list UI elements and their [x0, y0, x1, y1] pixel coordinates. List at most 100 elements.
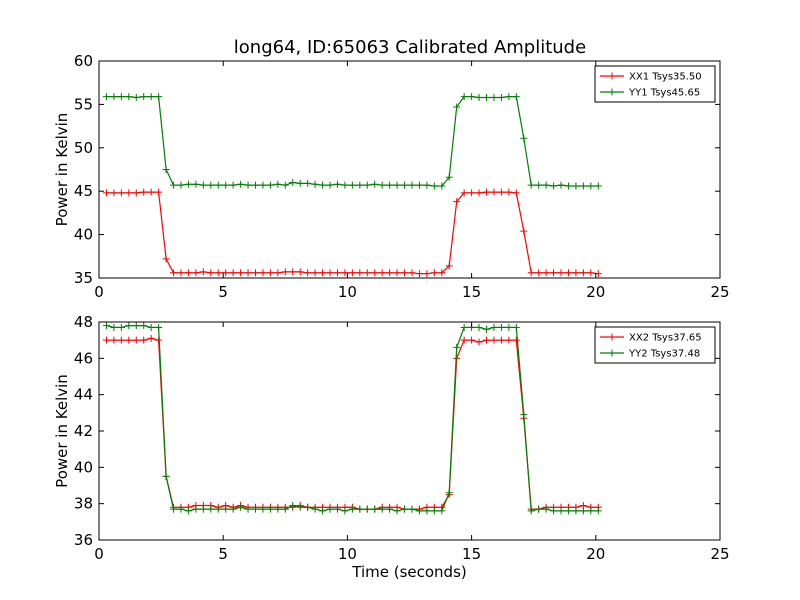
data-point: [483, 188, 491, 196]
data-point: [572, 182, 580, 190]
x-tick-label: 0: [94, 283, 104, 301]
data-point: [207, 181, 215, 189]
data-point: [140, 336, 148, 344]
data-point: [125, 93, 133, 101]
data-point: [594, 507, 602, 515]
data-point: [140, 93, 148, 101]
data-point: [289, 268, 297, 276]
data-point: [445, 489, 453, 497]
data-point: [579, 269, 587, 277]
data-point: [587, 182, 595, 190]
data-point: [445, 262, 453, 270]
data-point: [341, 181, 349, 189]
data-point: [140, 188, 148, 196]
x-tick-label: 5: [218, 283, 228, 301]
data-point: [453, 198, 461, 206]
legend-box: [594, 65, 716, 103]
data-point: [460, 336, 468, 344]
data-point: [244, 181, 252, 189]
data-point: [259, 181, 267, 189]
data-point: [386, 505, 394, 513]
data-point: [512, 93, 520, 101]
data-point: [102, 189, 110, 197]
data-point: [274, 505, 282, 513]
data-point: [296, 503, 304, 511]
data-point: [460, 93, 468, 101]
data-point: [512, 323, 520, 331]
data-point: [356, 181, 364, 189]
data-point: [386, 269, 394, 277]
data-point: [468, 336, 476, 344]
data-point: [214, 505, 222, 513]
data-point: [192, 505, 200, 513]
y-tick-label: 44: [74, 386, 93, 404]
data-point: [177, 505, 185, 513]
data-point: [170, 505, 178, 513]
legend: XX2 Tsys37.65 YY2 Tsys37.48: [594, 326, 716, 364]
data-point: [251, 181, 259, 189]
data-point: [356, 505, 364, 513]
data-point: [505, 93, 513, 101]
data-point: [401, 505, 409, 513]
data-point: [527, 181, 535, 189]
data-point: [244, 505, 252, 513]
data-point: [550, 269, 558, 277]
data-point: [475, 338, 483, 346]
data-point: [304, 269, 312, 277]
data-point: [587, 269, 595, 277]
data-point: [497, 336, 505, 344]
data-point: [326, 505, 334, 513]
data-point: [579, 507, 587, 515]
data-point: [333, 505, 341, 513]
data-point: [155, 93, 163, 101]
data-point: [281, 268, 289, 276]
data-point: [401, 181, 409, 189]
data-point: [490, 323, 498, 331]
x-tick-label: 0: [94, 545, 104, 563]
data-point: [266, 181, 274, 189]
data-point: [132, 322, 140, 330]
data-point: [483, 325, 491, 333]
data-point: [348, 181, 356, 189]
data-point: [527, 507, 535, 515]
y-tick-label: 38: [74, 495, 93, 513]
data-point: [468, 93, 476, 101]
data-point: [311, 269, 319, 277]
data-point: [147, 323, 155, 331]
data-point: [520, 411, 528, 419]
data-point: [266, 505, 274, 513]
data-point: [356, 269, 364, 277]
data-point: [110, 93, 118, 101]
data-point: [579, 182, 587, 190]
data-point: [132, 93, 140, 101]
data-point: [535, 505, 543, 513]
data-point: [296, 179, 304, 187]
x-tick-label: 15: [462, 283, 481, 301]
x-tick-label: 25: [710, 283, 729, 301]
data-point: [363, 269, 371, 277]
data-point: [557, 269, 565, 277]
data-point: [110, 189, 118, 197]
data-point: [207, 505, 215, 513]
data-point: [490, 188, 498, 196]
data-point: [274, 180, 282, 188]
y-tick-label: 48: [74, 313, 93, 331]
data-point: [132, 189, 140, 197]
data-point: [490, 93, 498, 101]
data-point: [557, 181, 565, 189]
data-point: [460, 323, 468, 331]
data-point: [564, 182, 572, 190]
data-point: [505, 188, 513, 196]
data-point: [348, 505, 356, 513]
data-point: [475, 323, 483, 331]
data-point: [371, 269, 379, 277]
y-tick-label: 55: [74, 95, 93, 113]
data-point: [102, 322, 110, 330]
data-point: [281, 181, 289, 189]
data-point: [155, 188, 163, 196]
y-tick-label: 35: [74, 269, 93, 287]
data-point: [483, 93, 491, 101]
top-plot: 0 5 10 15 20 25 35 40 45 50 55 60 Power in Kelvin XX1…: [53, 52, 730, 301]
legend-label: XX2 Tsys37.65: [629, 333, 702, 344]
data-point: [572, 269, 580, 277]
